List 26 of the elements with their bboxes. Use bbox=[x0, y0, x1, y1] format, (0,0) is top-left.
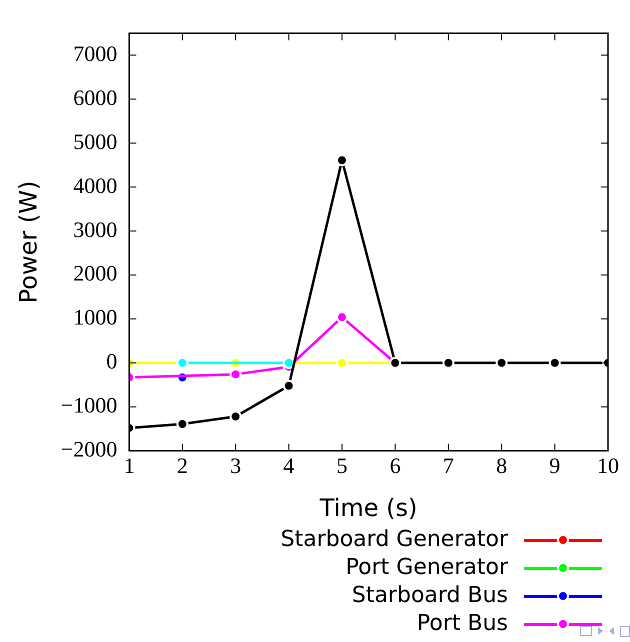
y-tick-label: −1000 bbox=[60, 392, 118, 418]
y-tick-label: 3000 bbox=[73, 216, 118, 242]
y-tick-label: 4000 bbox=[73, 172, 118, 198]
x-tick-label: 3 bbox=[230, 452, 242, 478]
x-tick-label: 8 bbox=[496, 452, 508, 478]
y-tick-label: −2000 bbox=[60, 436, 118, 462]
x-tick-label: 5 bbox=[336, 452, 348, 478]
y-tick-label: 6000 bbox=[73, 84, 118, 110]
x-tick-label: 7 bbox=[442, 452, 454, 478]
x-axis-title: Time (s) bbox=[318, 494, 418, 522]
y-tick-label: 1000 bbox=[73, 304, 118, 330]
x-tick-label: 9 bbox=[549, 452, 560, 478]
y-tick-label: 5000 bbox=[73, 128, 118, 154]
x-tick-label: 6 bbox=[390, 452, 401, 478]
y-tick-label: 2000 bbox=[73, 260, 118, 286]
y-axis-title: Power (W) bbox=[14, 180, 43, 304]
legend-label: Port Generator bbox=[346, 554, 508, 582]
legend-label: Starboard Bus bbox=[352, 582, 508, 610]
x-tick-label: 10 bbox=[597, 452, 619, 478]
y-tick-label: 0 bbox=[106, 348, 118, 374]
x-tick-label: 2 bbox=[176, 452, 188, 478]
legend-label: Port Bus bbox=[416, 610, 508, 638]
x-tick-label: 1 bbox=[124, 452, 135, 478]
x-tick-label: 4 bbox=[283, 452, 294, 478]
legend-label: Starboard Generator bbox=[280, 526, 508, 554]
y-tick-label: 7000 bbox=[73, 40, 118, 66]
